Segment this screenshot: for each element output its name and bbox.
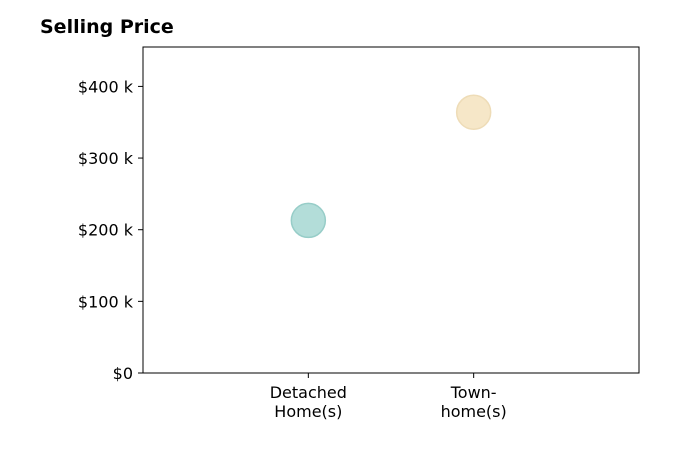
data-point [290,202,327,239]
chart-title: Selling Price [40,16,174,38]
data-points [290,94,492,239]
data-point [455,94,492,130]
x-tick-label: Town-home(s) [441,383,507,421]
y-tick-label: $400 k [78,77,134,96]
y-tick-label: $300 k [78,149,134,168]
x-tick-label: Detached Home(s) [270,383,347,421]
plot-frame [142,46,640,374]
y-axis: $0 $100 k $200 k $300 k $400 k [78,77,143,383]
y-tick-label: $200 k [78,221,134,240]
y-tick-label: $100 k [78,292,134,311]
x-axis: Detached Home(s) Town-home(s) [270,373,507,421]
y-tick-label: $0 [113,364,133,383]
